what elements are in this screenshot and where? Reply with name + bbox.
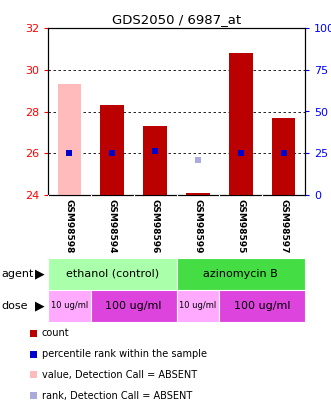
Text: GSM98597: GSM98597 [279,199,288,254]
Bar [186,193,210,195]
Bar [30,351,37,358]
Text: 10 ug/ml: 10 ug/ml [179,301,216,311]
Bar [48,258,176,290]
Bar [101,105,124,195]
Text: ▶: ▶ [35,267,45,281]
Bar [176,258,305,290]
Bar [229,53,253,195]
Text: GSM98598: GSM98598 [65,199,74,254]
Bar [58,84,81,195]
Bar [30,371,37,378]
Text: GSM98596: GSM98596 [151,199,160,254]
Text: 100 ug/ml: 100 ug/ml [234,301,290,311]
Text: percentile rank within the sample: percentile rank within the sample [42,349,207,359]
Text: rank, Detection Call = ABSENT: rank, Detection Call = ABSENT [42,391,192,401]
Text: GSM98599: GSM98599 [193,199,203,254]
Bar [30,330,37,337]
Text: dose: dose [2,301,28,311]
Bar [48,290,91,322]
Bar [219,290,305,322]
Text: GDS2050 / 6987_at: GDS2050 / 6987_at [112,13,241,26]
Bar [91,290,176,322]
Text: 100 ug/ml: 100 ug/ml [105,301,162,311]
Bar [272,118,295,195]
Text: GSM98595: GSM98595 [236,199,245,254]
Bar [143,126,167,195]
Text: GSM98594: GSM98594 [108,199,117,254]
Text: ethanol (control): ethanol (control) [66,269,159,279]
Text: 10 ug/ml: 10 ug/ml [51,301,88,311]
Text: ▶: ▶ [35,300,45,313]
Text: count: count [42,328,70,339]
Bar [176,290,219,322]
Text: value, Detection Call = ABSENT: value, Detection Call = ABSENT [42,370,197,380]
Bar [30,392,37,399]
Text: agent: agent [2,269,34,279]
Text: azinomycin B: azinomycin B [203,269,278,279]
